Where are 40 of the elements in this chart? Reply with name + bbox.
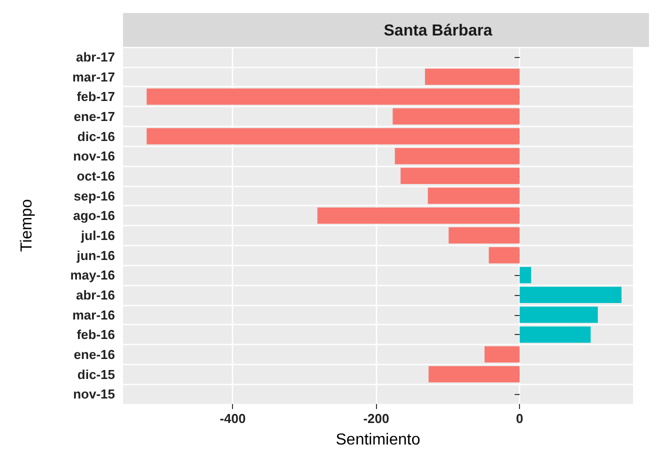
- bar: [520, 306, 598, 323]
- y-tick-label: may-16: [70, 268, 115, 283]
- bar: [392, 108, 520, 125]
- bar: [520, 286, 622, 304]
- bar: [484, 346, 520, 363]
- y-tick-label: abr-16: [76, 287, 115, 302]
- bar: [146, 88, 520, 105]
- y-tick-label: nov-16: [73, 148, 115, 164]
- y-tick-label: jun-16: [76, 248, 115, 263]
- y-tick-label: dic-15: [77, 366, 115, 382]
- bar: [146, 128, 520, 144]
- y-tick-label: jul-16: [80, 228, 115, 243]
- y-tick-label: mar-16: [72, 307, 115, 322]
- bar: [520, 266, 532, 284]
- y-tick-label: sep-16: [74, 188, 115, 204]
- y-tick-label: feb-17: [76, 89, 115, 104]
- y-tick-label: ago-16: [73, 208, 115, 224]
- x-axis-title: Sentimiento: [336, 432, 420, 448]
- x-tick-label: 0: [516, 411, 524, 426]
- y-tick-label: mar-17: [72, 69, 115, 84]
- y-tick-label: nov-15: [73, 386, 115, 402]
- y-tick-label: abr-17: [76, 49, 115, 64]
- y-tick-label: feb-16: [76, 327, 115, 342]
- y-tick-label: ene-16: [74, 346, 115, 362]
- bar: [317, 207, 520, 224]
- bar: [428, 188, 520, 204]
- bar: [394, 148, 520, 164]
- y-tick-label: oct-16: [76, 168, 115, 184]
- x-tick-label: -200: [363, 411, 390, 426]
- x-tick-label: -400: [220, 411, 246, 426]
- bar: [400, 168, 520, 184]
- y-tick-label: dic-16: [77, 128, 115, 144]
- bar: [424, 68, 520, 85]
- bar: [488, 247, 520, 264]
- y-axis-title: Tiempo: [18, 199, 36, 252]
- bar: [428, 366, 520, 382]
- bar: [520, 326, 591, 343]
- y-tick-label: ene-17: [74, 108, 115, 124]
- bar: [448, 227, 520, 244]
- chart-title: Santa Bárbara: [384, 22, 492, 40]
